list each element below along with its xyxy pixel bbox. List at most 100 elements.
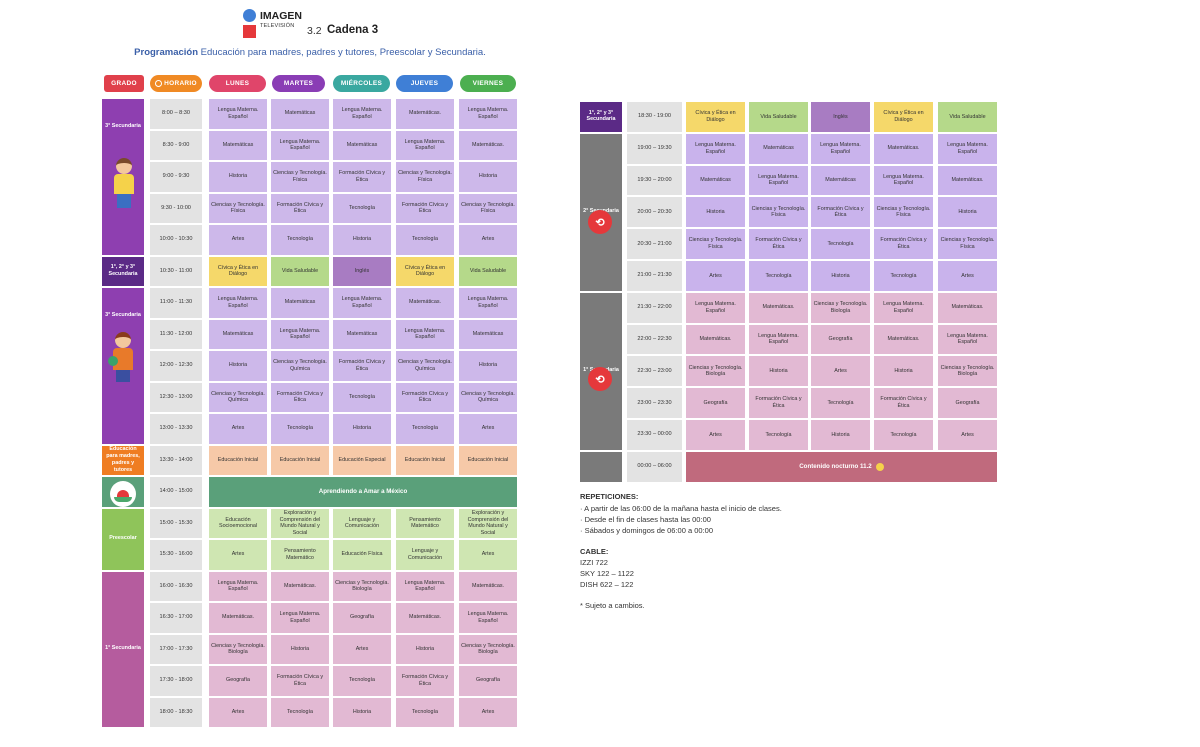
program-cell: Exploración y Comprensión del Mundo Natu… <box>271 508 329 538</box>
program-cell: Geografía <box>333 603 391 633</box>
program-cell: Tecnología <box>396 225 454 255</box>
program-cell: Pensamiento Matemático <box>396 508 454 538</box>
program-cell: Matemáticas. <box>459 571 517 601</box>
program-cell: Formación Cívica y Ética <box>874 229 933 259</box>
program-cell: Historia <box>459 162 517 192</box>
program-cell: Historia <box>874 356 933 387</box>
program-cell: Tecnología <box>396 414 454 444</box>
program-cell: Matemáticas <box>811 165 870 196</box>
clock-icon <box>155 80 163 87</box>
program-cell: Matemáticas <box>209 319 267 349</box>
program-cell: Vida Saludable <box>271 256 329 286</box>
program-cell: Matemáticas <box>333 130 391 160</box>
program-cell: Tecnología <box>749 261 808 291</box>
repeat-icon: ⟲ <box>588 210 612 234</box>
program-cell: Cívica y Ética en Diálogo <box>396 256 454 286</box>
time-slot: 8:00 – 8:30 <box>150 99 202 129</box>
girl-student-icon <box>106 332 138 382</box>
time-slot: 12:30 - 13:00 <box>150 382 202 412</box>
grade-label: 1° Secundaria <box>102 571 144 727</box>
program-cell: Lengua Materna. Español <box>271 603 329 633</box>
time-slot: 13:30 - 14:00 <box>150 445 202 475</box>
program-cell: Historia <box>209 162 267 192</box>
day-header-jueves: JUEVES <box>396 75 453 92</box>
program-cell: Ciencias y Tecnología. Física <box>938 229 997 259</box>
program-cell: Artes <box>686 261 745 291</box>
program-cell: Lengua Materna. Español <box>333 99 391 129</box>
program-cell: Matemáticas. <box>459 130 517 160</box>
program-cell: Matemáticas <box>749 133 808 164</box>
program-cell: Lengua Materna. Español <box>333 288 391 318</box>
program-cell: Ciencias y Tecnología. Biología <box>686 356 745 387</box>
logo-subtitle: TELEVISIÓN <box>260 23 295 29</box>
time-slot: 22:00 – 22:30 <box>627 324 682 355</box>
program-cell: Formación Cívica y Ética <box>396 193 454 223</box>
program-cell: Historia <box>749 356 808 387</box>
time-slot: 19:00 – 19:30 <box>627 133 682 164</box>
program-cell: Matemáticas <box>686 165 745 196</box>
program-cell: Tecnología <box>749 420 808 450</box>
grade-label: Educación para madres, padres y tutores <box>102 445 144 475</box>
program-cell: Inglés <box>811 102 870 132</box>
program-cell: Artes <box>459 225 517 255</box>
repeticiones-item: · A partir de las 06:00 de la mañana has… <box>580 504 782 513</box>
program-cell: Educación Socioemocional <box>209 508 267 538</box>
program-prefix: Programación <box>134 47 199 58</box>
program-cell: Historia <box>686 197 745 228</box>
program-cell: Tecnología <box>874 420 933 450</box>
program-cell: Inglés <box>333 256 391 286</box>
program-cell: Formación Cívica y Ética <box>271 382 329 412</box>
program-cell: Matemáticas <box>209 130 267 160</box>
program-cell: Lengua Materna. Español <box>396 571 454 601</box>
program-cell: Artes <box>209 225 267 255</box>
program-cell: Lengua Materna. Español <box>749 165 808 196</box>
program-span-label: Contenido nocturno 11.2 <box>799 462 872 470</box>
program-cell: Historia <box>333 414 391 444</box>
program-cell: Matemáticas. <box>749 292 808 323</box>
program-cell: Lengua Materna. Español <box>396 319 454 349</box>
program-cell: Lengua Materna. Español <box>938 133 997 164</box>
horario-header: HORARIO <box>150 75 202 92</box>
program-cell: Tecnología <box>811 388 870 418</box>
time-slot: 20:30 – 21:00 <box>627 229 682 259</box>
channel-number: 3.2 <box>307 25 322 37</box>
time-slot: 16:00 - 16:30 <box>150 571 202 601</box>
program-cell: Ciencias y Tecnología. Física <box>396 162 454 192</box>
program-cell: Historia <box>396 634 454 664</box>
program-cell: Formación Cívica y Ética <box>333 351 391 381</box>
logo-title: IMAGEN <box>260 10 302 22</box>
program-cell: Matemáticas. <box>209 603 267 633</box>
program-cell: Ciencias y Tecnología. Biología <box>459 634 517 664</box>
program-cell: Lenguaje y Comunicación <box>396 540 454 570</box>
program-cell: Geografía <box>209 666 267 696</box>
boy-student-icon <box>108 158 140 208</box>
program-cell: Lengua Materna. Español <box>874 292 933 323</box>
program-cell: Formación Cívica y Ética <box>396 666 454 696</box>
program-cell: Lengua Materna. Español <box>686 292 745 323</box>
time-slot: 13:00 - 13:30 <box>150 414 202 444</box>
program-cell: Lengua Materna. Español <box>749 324 808 355</box>
imagen-logo: IMAGEN TELEVISIÓN <box>243 9 303 38</box>
program-cell: Artes <box>938 261 997 291</box>
time-slot: 19:30 – 20:00 <box>627 165 682 196</box>
program-cell: Historia <box>938 197 997 228</box>
grade-label <box>580 451 622 482</box>
time-slot: 20:00 – 20:30 <box>627 197 682 228</box>
program-cell: Cívica y Ética en Diálogo <box>209 256 267 286</box>
cable-item: SKY 122 – 1122 <box>580 569 634 578</box>
time-slot: 12:00 - 12:30 <box>150 351 202 381</box>
program-cell: Artes <box>938 420 997 450</box>
program-cell: Ciencias y Tecnología. Física <box>459 193 517 223</box>
program-span-label: Aprendiendo a Amar a México <box>318 487 408 495</box>
program-cell: Exploración y Comprensión del Mundo Natu… <box>459 508 517 538</box>
program-cell: Ciencias y Tecnología. Biología <box>938 356 997 387</box>
program-cell: Matemáticas. <box>938 165 997 196</box>
program-cell: Tecnología <box>271 414 329 444</box>
program-cell: Tecnología <box>333 666 391 696</box>
program-cell: Artes <box>209 540 267 570</box>
footnote: * Sujeto a cambios. <box>580 601 645 610</box>
day-header-martes: MARTES <box>272 75 325 92</box>
time-slot: 16:30 - 17:00 <box>150 603 202 633</box>
program-cell: Matemáticas. <box>686 324 745 355</box>
program-cell: Educación Física <box>333 540 391 570</box>
